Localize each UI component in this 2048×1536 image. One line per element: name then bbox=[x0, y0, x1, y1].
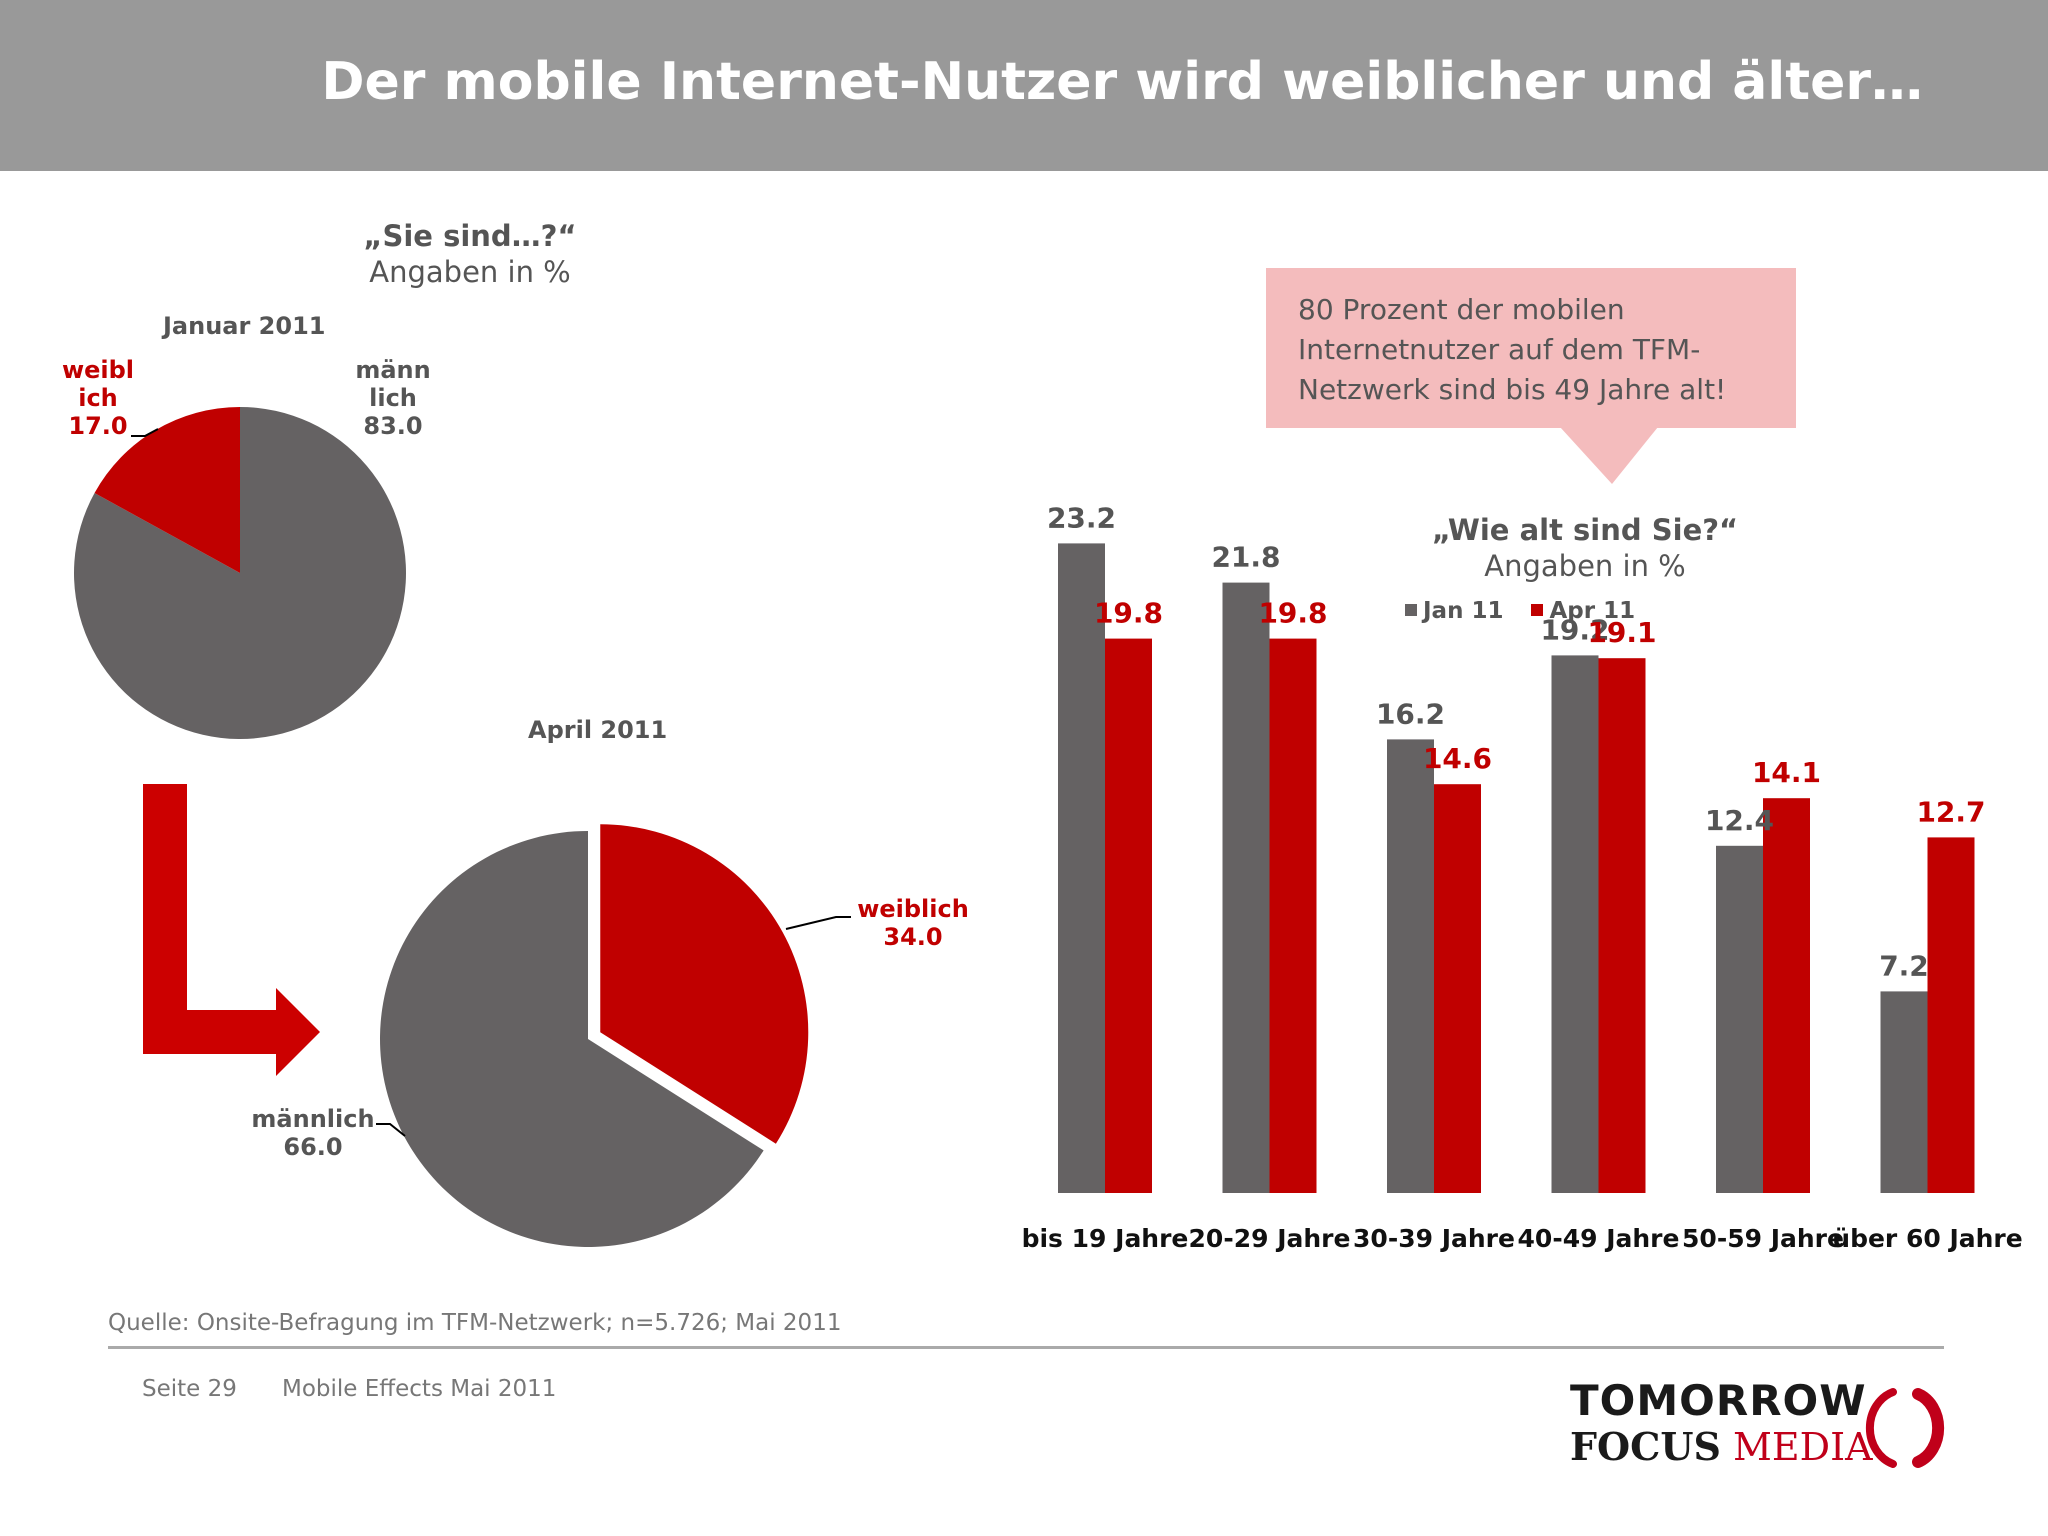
age-question-title: „Wie alt sind Sie?“ Angaben in % bbox=[1420, 512, 1750, 584]
logo-line2: FOCUS MEDIA bbox=[1570, 1424, 1873, 1469]
bar-apr-4 bbox=[1763, 798, 1810, 1193]
bar-apr-1 bbox=[1269, 638, 1317, 1193]
header-bar: Der mobile Internet-Nutzer wird weiblich… bbox=[0, 0, 2048, 171]
page-title: Der mobile Internet-Nutzer wird weiblich… bbox=[321, 52, 1923, 112]
gender-question-title: „Sie sind…?“ Angaben in % bbox=[310, 218, 630, 290]
legend-label-jan: Jan 11 bbox=[1423, 598, 1504, 624]
bar-jan-0 bbox=[1058, 543, 1105, 1193]
data-label-apr-1: 19.8 bbox=[1258, 597, 1327, 630]
pie-jan-male-line1: männ bbox=[355, 356, 431, 384]
category-label-0: bis 19 Jahre bbox=[1022, 1224, 1189, 1253]
company-logo: TOMORROW FOCUS MEDIA bbox=[1560, 1370, 1960, 1480]
age-question-unit: Angaben in % bbox=[1484, 549, 1686, 583]
legend-item-jan: Jan 11 bbox=[1405, 598, 1503, 624]
bar-jan-2 bbox=[1387, 739, 1434, 1193]
gender-question: „Sie sind…?“ bbox=[363, 219, 577, 253]
pie-apr-male-line1: männlich bbox=[251, 1105, 375, 1133]
pie-apr-label-female: weiblich 34.0 bbox=[853, 895, 973, 951]
pie-jan-female-value: 17.0 bbox=[68, 412, 128, 440]
footer-divider bbox=[108, 1346, 1944, 1349]
pie-slice-jan-female bbox=[94, 407, 241, 573]
bar-legend: Jan 11 Apr 11 bbox=[1405, 598, 1655, 624]
pie-slice-jan-male bbox=[74, 407, 406, 739]
pie-apr-female-leader bbox=[785, 916, 851, 930]
pie-jan-caption: Januar 2011 bbox=[163, 312, 326, 340]
pie-slice-apr-male bbox=[380, 831, 764, 1247]
document-name: Mobile Effects Mai 2011 bbox=[282, 1376, 557, 1402]
bar-jan-3 bbox=[1551, 655, 1599, 1193]
data-label-jan-3: 19.2 bbox=[1540, 613, 1609, 646]
pie-jan-male-line2: lich bbox=[369, 384, 417, 412]
pie-apr-female-line1: weiblich bbox=[857, 895, 969, 923]
data-label-jan-0: 23.2 bbox=[1047, 501, 1116, 534]
bar-jan-5 bbox=[1880, 991, 1928, 1193]
pie-slice-apr-female bbox=[600, 824, 809, 1144]
category-label-3: 40-49 Jahre bbox=[1518, 1224, 1680, 1253]
category-label-4: 50-59 Jahre bbox=[1682, 1224, 1844, 1253]
gender-question-unit: Angaben in % bbox=[369, 255, 571, 289]
arrow-icon bbox=[143, 784, 320, 1076]
category-label-2: 30-39 Jahre bbox=[1353, 1224, 1515, 1253]
pie-apr-caption: April 2011 bbox=[528, 716, 668, 744]
data-label-jan-4: 12.4 bbox=[1705, 804, 1774, 837]
legend-item-apr: Apr 11 bbox=[1531, 598, 1635, 624]
bar-chart-age: 23.2 19.8 bis 19 Jahre 21.8 19.8 20-29 Jahre 1… bbox=[1022, 501, 2023, 1253]
callout-text: 80 Prozent der mobilen Internetnutzer au… bbox=[1298, 293, 1727, 406]
data-label-apr-5: 12.7 bbox=[1916, 795, 1985, 828]
logo-word-focus: FOCUS bbox=[1570, 1424, 1721, 1469]
data-label-jan-1: 21.8 bbox=[1211, 541, 1280, 574]
pie-jan-female-line2: ich bbox=[78, 384, 118, 412]
data-label-apr-4: 14.1 bbox=[1752, 756, 1821, 789]
callout-box: 80 Prozent der mobilen Internetnutzer au… bbox=[1266, 268, 1796, 428]
pie-apr-label-male: männlich 66.0 bbox=[248, 1105, 378, 1161]
pie-jan-female-line1: weibl bbox=[61, 356, 135, 384]
pie-jan-female-leader bbox=[131, 428, 159, 437]
bar-apr-0 bbox=[1105, 638, 1152, 1193]
pie-apr-male-leader bbox=[376, 1123, 406, 1137]
logo-word-tomorrow: TOMORROW bbox=[1570, 1376, 1867, 1425]
bar-apr-2 bbox=[1434, 784, 1481, 1193]
legend-swatch-apr bbox=[1531, 603, 1544, 616]
legend-swatch-jan bbox=[1405, 603, 1417, 616]
pie-apr-female-value: 34.0 bbox=[883, 923, 943, 951]
pie-apr-male-value: 66.0 bbox=[283, 1133, 343, 1161]
bar-jan-4 bbox=[1716, 845, 1763, 1193]
data-label-apr-3: 19.1 bbox=[1587, 616, 1656, 649]
pie-chart-jan bbox=[74, 407, 406, 739]
source-note: Quelle: Onsite-Befragung im TFM-Netzwerk… bbox=[108, 1310, 842, 1336]
legend-label-apr: Apr 11 bbox=[1549, 598, 1636, 624]
bar-apr-5 bbox=[1927, 837, 1975, 1193]
pie-jan-label-male: männ lich 83.0 bbox=[343, 356, 443, 440]
bar-apr-3 bbox=[1598, 658, 1646, 1193]
logo-ring-icon bbox=[1865, 1388, 1945, 1468]
data-label-jan-2: 16.2 bbox=[1376, 697, 1445, 730]
age-question: „Wie alt sind Sie?“ bbox=[1431, 513, 1739, 547]
logo-word-media: MEDIA bbox=[1733, 1425, 1873, 1469]
page-number: Seite 29 bbox=[142, 1376, 237, 1402]
callout-pointer bbox=[1560, 427, 1658, 484]
pie-jan-male-value: 83.0 bbox=[363, 412, 423, 440]
data-label-apr-0: 19.8 bbox=[1094, 597, 1163, 630]
data-label-apr-2: 14.6 bbox=[1423, 742, 1492, 775]
category-label-1: 20-29 Jahre bbox=[1189, 1224, 1351, 1253]
category-label-5: über 60 Jahre bbox=[1832, 1224, 2022, 1253]
data-label-jan-5: 7.2 bbox=[1879, 949, 1929, 982]
pie-jan-label-female: weibl ich 17.0 bbox=[48, 356, 148, 440]
pie-chart-apr bbox=[380, 824, 809, 1247]
bar-jan-1 bbox=[1222, 582, 1270, 1193]
